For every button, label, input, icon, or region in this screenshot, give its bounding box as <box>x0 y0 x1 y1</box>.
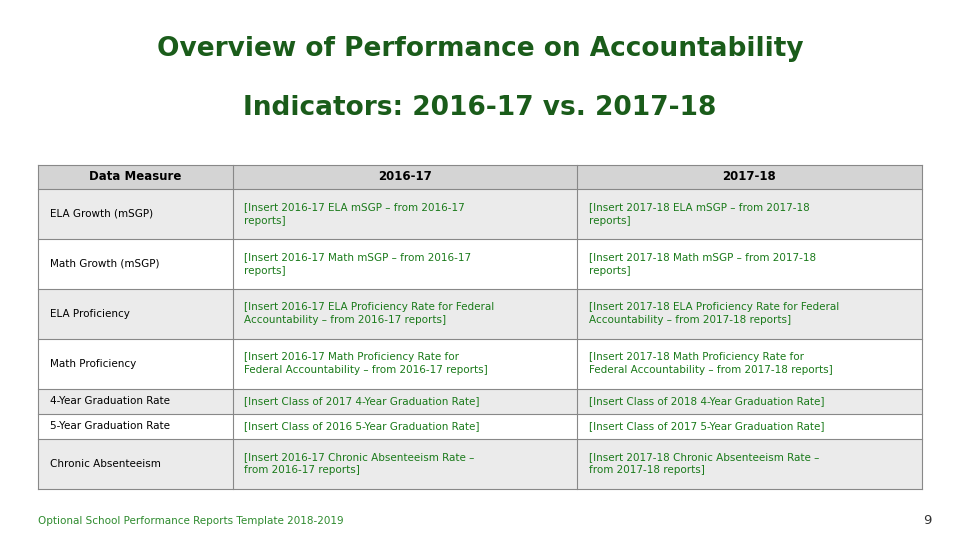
Text: [Insert 2017-18 ELA mSGP – from 2017-18
reports]: [Insert 2017-18 ELA mSGP – from 2017-18 … <box>588 202 809 226</box>
Text: 9: 9 <box>923 514 931 526</box>
Text: 4-Year Graduation Rate: 4-Year Graduation Rate <box>50 396 170 406</box>
Text: [Insert Class of 2017 4-Year Graduation Rate]: [Insert Class of 2017 4-Year Graduation … <box>244 396 480 406</box>
Bar <box>38 165 922 189</box>
Text: [Insert 2016-17 Math Proficiency Rate for
Federal Accountability – from 2016-17 : [Insert 2016-17 Math Proficiency Rate fo… <box>244 352 488 375</box>
Text: [Insert Class of 2016 5-Year Graduation Rate]: [Insert Class of 2016 5-Year Graduation … <box>244 421 480 431</box>
Text: [Insert 2016-17 ELA mSGP – from 2016-17
reports]: [Insert 2016-17 ELA mSGP – from 2016-17 … <box>244 202 465 226</box>
Text: Math Growth (mSGP): Math Growth (mSGP) <box>50 259 159 269</box>
Text: [Insert 2017-18 Math Proficiency Rate for
Federal Accountability – from 2017-18 : [Insert 2017-18 Math Proficiency Rate fo… <box>588 352 832 375</box>
Text: 2016-17: 2016-17 <box>378 170 432 184</box>
Text: Chronic Absenteeism: Chronic Absenteeism <box>50 458 160 469</box>
Text: [Insert Class of 2018 4-Year Graduation Rate]: [Insert Class of 2018 4-Year Graduation … <box>588 396 825 406</box>
Text: Data Measure: Data Measure <box>89 170 181 184</box>
Bar <box>38 239 922 289</box>
Text: [Insert 2017-18 ELA Proficiency Rate for Federal
Accountability – from 2017-18 r: [Insert 2017-18 ELA Proficiency Rate for… <box>588 302 839 326</box>
Text: 2017-18: 2017-18 <box>723 170 777 184</box>
Text: 5-Year Graduation Rate: 5-Year Graduation Rate <box>50 421 170 431</box>
Text: [Insert 2017-18 Math mSGP – from 2017-18
reports]: [Insert 2017-18 Math mSGP – from 2017-18… <box>588 252 816 275</box>
Text: Indicators: 2016-17 vs. 2017-18: Indicators: 2016-17 vs. 2017-18 <box>243 95 717 121</box>
Text: [Insert Class of 2017 5-Year Graduation Rate]: [Insert Class of 2017 5-Year Graduation … <box>588 421 825 431</box>
Bar <box>38 414 922 438</box>
Text: Overview of Performance on Accountability: Overview of Performance on Accountabilit… <box>156 36 804 62</box>
Text: Math Proficiency: Math Proficiency <box>50 359 136 369</box>
Text: [Insert 2016-17 Math mSGP – from 2016-17
reports]: [Insert 2016-17 Math mSGP – from 2016-17… <box>244 252 471 275</box>
Text: [Insert 2017-18 Chronic Absenteeism Rate –
from 2017-18 reports]: [Insert 2017-18 Chronic Absenteeism Rate… <box>588 452 819 475</box>
Bar <box>38 289 922 339</box>
Bar <box>38 189 922 239</box>
Text: [Insert 2016-17 Chronic Absenteeism Rate –
from 2016-17 reports]: [Insert 2016-17 Chronic Absenteeism Rate… <box>244 452 474 475</box>
Text: Optional School Performance Reports Template 2018-2019: Optional School Performance Reports Temp… <box>38 516 344 526</box>
Bar <box>38 339 922 389</box>
Bar <box>38 438 922 489</box>
Text: ELA Proficiency: ELA Proficiency <box>50 309 130 319</box>
Text: [Insert 2016-17 ELA Proficiency Rate for Federal
Accountability – from 2016-17 r: [Insert 2016-17 ELA Proficiency Rate for… <box>244 302 494 326</box>
Text: ELA Growth (mSGP): ELA Growth (mSGP) <box>50 209 153 219</box>
Bar <box>38 389 922 414</box>
